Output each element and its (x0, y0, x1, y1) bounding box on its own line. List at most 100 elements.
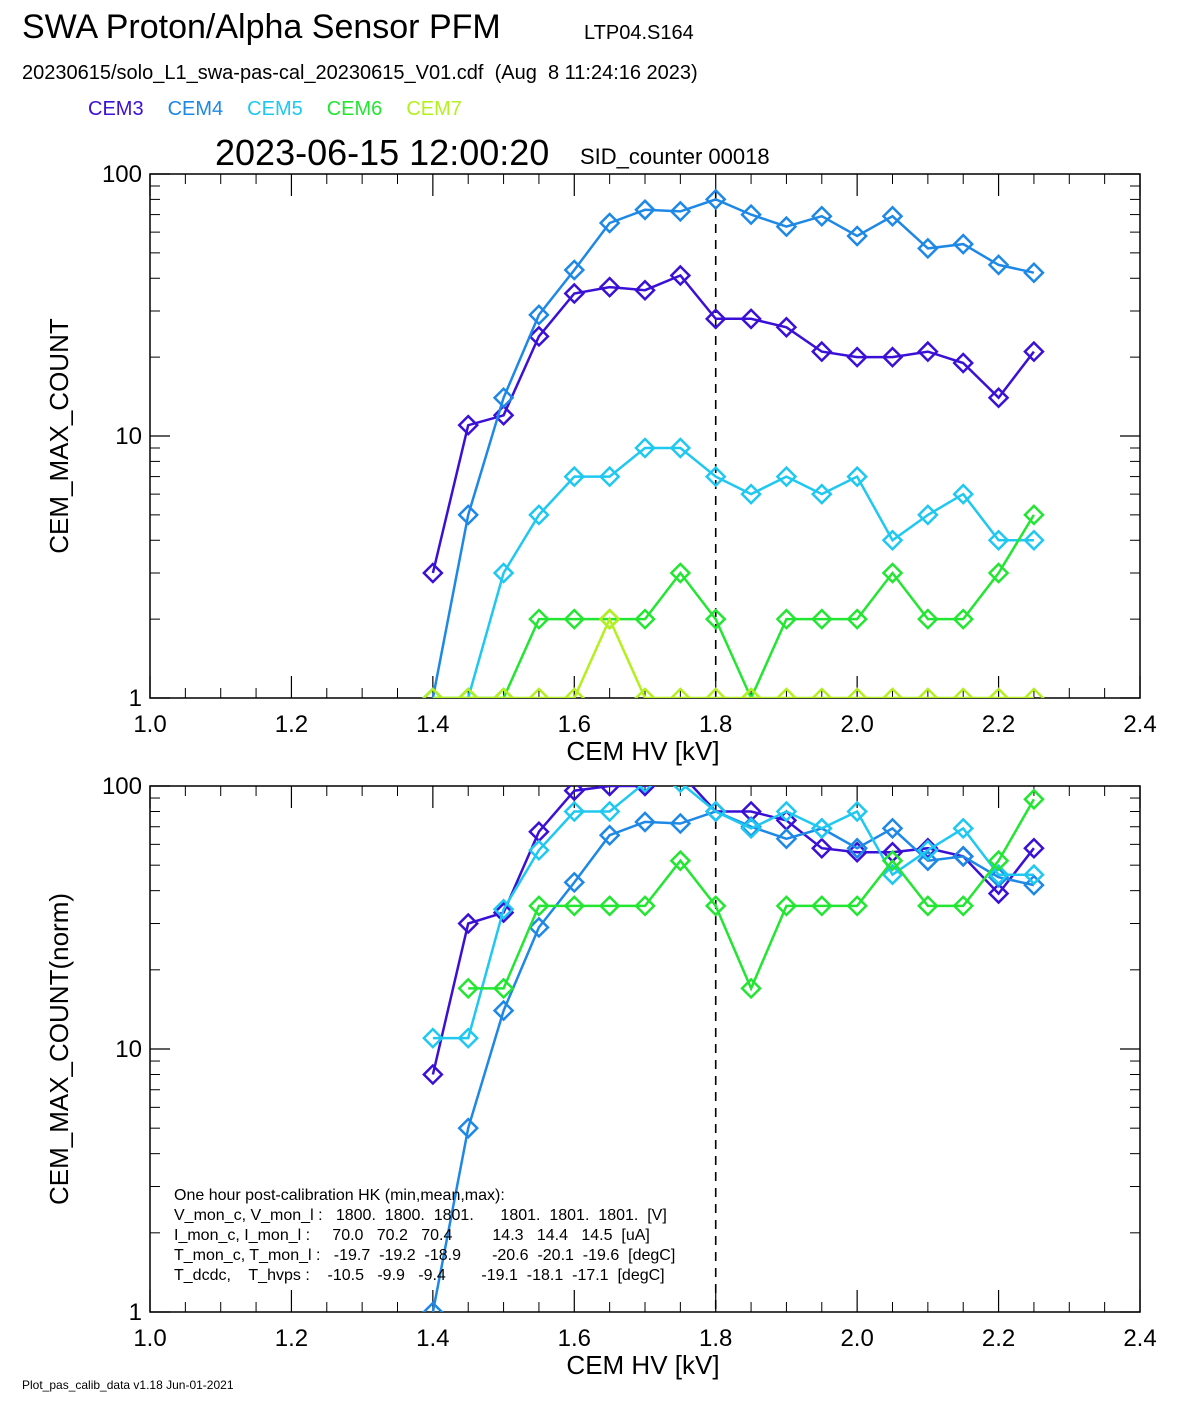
data-point-cem5 (704, 800, 727, 823)
chart-panel-2: 1.0 1.2 1.4 1.6 1.8 2.0 2.2 2.4 1 10 100 CEM HV [kV… (44, 773, 1157, 1380)
run-tag: LTP04.S164 (584, 22, 694, 44)
y-tick-label: 1 (129, 685, 142, 712)
data-point-cem3 (634, 786, 656, 797)
data-point-cem5 (492, 562, 515, 584)
data-point-cem4 (846, 225, 868, 247)
data-point-cem5 (704, 465, 727, 488)
series-line-cem4 (431, 198, 1035, 698)
series-line-cem6 (432, 514, 1035, 698)
data-point-cem3 (987, 882, 1010, 905)
data-point-cem6 (634, 608, 656, 630)
x-tick-label: 1.0 (133, 1325, 166, 1352)
data-point-cem6 (1023, 504, 1045, 526)
data-point-cem6 (917, 608, 939, 630)
y-tick-label: 1 (129, 1299, 142, 1326)
data-point-cem4 (563, 871, 586, 894)
data-point-cem6 (987, 849, 1010, 872)
data-point-cem7 (492, 687, 515, 698)
data-point-cem3 (740, 308, 762, 330)
data-point-cem7 (598, 608, 621, 630)
data-point-cem3 (846, 841, 868, 863)
data-point-cem5 (846, 800, 868, 823)
series-cem6 (457, 788, 1045, 1000)
data-point-cem5 (917, 504, 939, 526)
data-point-cem4 (598, 824, 621, 846)
data-point-cem5 (846, 465, 868, 488)
data-point-cem3 (422, 562, 444, 584)
x-tick-label: 1.8 (699, 1325, 732, 1352)
x-axis-label: CEM HV [kV] (566, 1350, 719, 1380)
legend: CEM3 CEM4 CEM5 CEM6 CEM7 (88, 98, 486, 121)
data-point-cem6 (811, 895, 833, 917)
data-point-cem6 (775, 895, 798, 917)
data-point-cem6 (740, 977, 762, 1000)
data-point-cem6 (881, 849, 904, 872)
data-point-cem5 (881, 863, 904, 886)
data-point-cem4 (492, 386, 515, 409)
data-point-cem3 (811, 340, 833, 363)
data-point-cem4 (952, 845, 974, 868)
data-point-cem6 (598, 895, 621, 917)
data-point-cem4 (704, 188, 727, 211)
data-point-cem5 (528, 839, 550, 861)
data-point-cem7 (846, 687, 868, 698)
page-title: SWA Proton/Alpha Sensor PFM (22, 8, 501, 46)
data-point-cem3 (563, 786, 586, 802)
data-point-cem6 (704, 895, 727, 917)
x-tick-label: 1.2 (275, 711, 308, 738)
series-cem3 (422, 264, 1045, 584)
data-point-cem7 (634, 687, 656, 698)
data-point-cem4 (457, 1117, 479, 1139)
data-point-cem4 (952, 233, 974, 255)
data-point-cem5 (952, 817, 974, 840)
data-point-cem6 (528, 608, 550, 630)
series-cem7 (422, 608, 1045, 698)
data-point-cem6 (704, 608, 727, 630)
data-point-cem6 (634, 895, 656, 917)
data-point-cem7 (457, 687, 479, 698)
data-point-cem3 (528, 325, 550, 348)
data-point-cem6 (881, 562, 904, 584)
data-point-cem6 (457, 977, 479, 1000)
data-point-cem6 (811, 608, 833, 630)
data-point-cem5 (563, 465, 586, 488)
data-point-cem7 (422, 687, 444, 698)
x-tick-label: 2.2 (982, 711, 1015, 738)
data-point-cem3 (987, 386, 1010, 409)
x-tick-label: 2.4 (1123, 711, 1156, 738)
data-point-cem3 (669, 264, 692, 287)
legend-entry-cem3: CEM3 (88, 98, 144, 120)
data-point-cem7 (528, 687, 550, 698)
hk-line: T_mon_c, T_mon_l : -19.7 -19.2 -18.9 -20… (174, 1247, 675, 1264)
data-point-cem7 (881, 687, 904, 698)
data-point-cem4 (987, 254, 1010, 276)
x-tick-label: 2.0 (840, 711, 873, 738)
data-point-cem4 (634, 199, 656, 221)
data-point-cem4 (740, 203, 762, 226)
data-point-cem5 (669, 437, 692, 459)
series-cem3 (422, 786, 1045, 1086)
x-tick-label: 2.4 (1123, 1325, 1156, 1352)
legend-entry-cem4: CEM4 (167, 98, 224, 120)
data-point-cem5 (634, 437, 656, 459)
data-point-cem4 (881, 817, 904, 840)
x-tick-label: 1.2 (275, 1325, 308, 1352)
data-point-cem5 (740, 817, 762, 840)
data-point-cem5 (987, 863, 1010, 886)
data-point-cem7 (811, 687, 833, 698)
data-point-cem4 (775, 828, 798, 850)
data-point-cem3 (634, 279, 656, 302)
data-point-cem4 (634, 811, 656, 833)
series-line-cem5 (464, 446, 1034, 698)
data-point-cem3 (881, 346, 904, 368)
data-point-cem3 (1023, 837, 1045, 859)
data-point-cem3 (422, 1063, 444, 1086)
data-point-cem4 (881, 205, 904, 227)
data-point-cem4 (563, 259, 586, 281)
x-tick-label: 1.4 (416, 1325, 449, 1352)
series-line-cem5 (432, 786, 1034, 1040)
data-point-cem4 (811, 205, 833, 227)
sid-counter: SID_counter 00018 (580, 144, 770, 169)
x-tick-label: 1.6 (558, 1325, 591, 1352)
hk-line: V_mon_c, V_mon_l : 1800. 1800. 1801. 180… (174, 1207, 667, 1224)
